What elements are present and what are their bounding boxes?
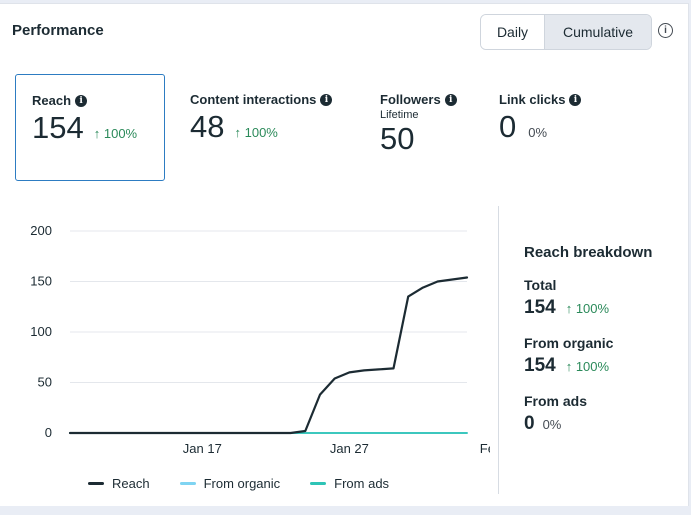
metric-value: 50 (380, 121, 415, 156)
metric-card-link-clicks[interactable]: Link clicks i 0 0% (499, 74, 619, 181)
reach-breakdown-panel: Reach breakdown Total 154 ↑ 100% From or… (524, 244, 652, 435)
legend-swatch (179, 482, 196, 485)
y-tick-label: 0 (45, 425, 52, 440)
cumulative-toggle-button[interactable]: Cumulative (545, 15, 651, 49)
y-tick-label: 200 (30, 223, 52, 238)
breakdown-value: 154 (524, 355, 556, 376)
metric-value: 48 (190, 109, 225, 144)
vertical-divider (498, 206, 499, 494)
x-tick-label: Feb 6 (480, 441, 490, 456)
legend-item-from-organic[interactable]: From organic (179, 476, 280, 491)
breakdown-from-ads: From ads 0 0% (524, 393, 588, 434)
breakdown-title: Reach breakdown (524, 244, 653, 261)
metric-label: Followers i (380, 92, 480, 107)
info-icon[interactable]: i (444, 93, 457, 106)
y-tick-label: 150 (30, 274, 52, 289)
breakdown-change: ↑ 100% (565, 359, 610, 374)
metric-value: 154 (32, 110, 84, 145)
x-tick-label: Jan 27 (330, 441, 369, 456)
metric-value: 0 (499, 109, 517, 144)
performance-card: Performance Daily Cumulative i Reach i 1… (0, 3, 689, 506)
legend-swatch (88, 482, 104, 485)
y-tick-label: 50 (38, 375, 52, 390)
info-icon[interactable]: i (658, 23, 673, 38)
view-toggle: Daily Cumulative (480, 14, 652, 50)
breakdown-total: Total 154 ↑ 100% (524, 277, 610, 318)
legend-item-from-ads[interactable]: From ads (310, 476, 389, 491)
info-icon[interactable]: i (569, 93, 582, 106)
info-icon[interactable]: i (75, 94, 88, 107)
breakdown-value: 154 (524, 297, 556, 318)
page-title: Performance (12, 22, 104, 39)
breakdown-from-organic: From organic 154 ↑ 100% (524, 335, 614, 376)
metric-card-followers[interactable]: Followers i Lifetime 50 (380, 74, 480, 181)
breakdown-change: ↑ 100% (565, 301, 610, 316)
metric-label: Content interactions i (190, 92, 360, 107)
metric-change: 0% (528, 125, 548, 140)
series-line-reach (68, 276, 469, 435)
breakdown-change: 0% (542, 417, 562, 432)
metric-label: Reach i (32, 93, 164, 108)
metric-card-reach[interactable]: Reach i 154 ↑ 100% (15, 74, 165, 181)
breakdown-value: 0 (524, 413, 535, 434)
metric-sublabel: Lifetime (380, 109, 419, 121)
metric-label: Link clicks i (499, 92, 619, 107)
legend-swatch (310, 482, 327, 485)
chart-legend: Reach From organic From ads (88, 476, 419, 491)
y-tick-label: 100 (30, 324, 52, 339)
metric-change: ↑ 100% (93, 126, 138, 141)
metric-change: ↑ 100% (234, 125, 278, 140)
metric-card-content-interactions[interactable]: Content interactions i 48 ↑ 100% (190, 74, 360, 181)
info-icon[interactable]: i (320, 93, 333, 106)
legend-item-reach[interactable]: Reach (88, 476, 150, 491)
daily-toggle-button[interactable]: Daily (481, 15, 545, 49)
x-tick-label: Jan 17 (183, 441, 222, 456)
reach-line-chart: 0 50 100 150 200 Jan 17 Jan 27 Feb 6 (30, 223, 490, 456)
